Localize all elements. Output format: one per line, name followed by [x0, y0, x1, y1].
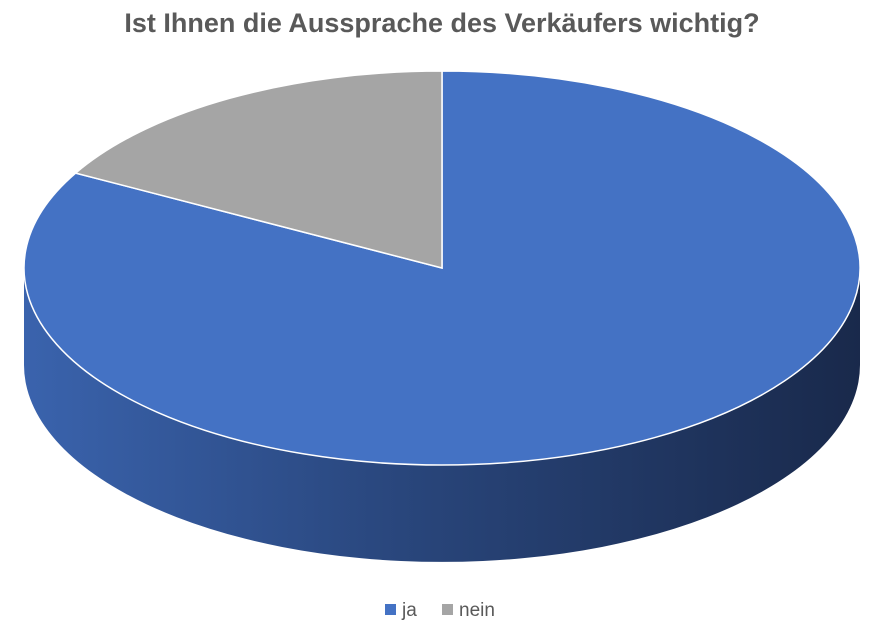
chart-title: Ist Ihnen die Aussprache des Verkäufers …	[124, 8, 759, 38]
slices	[23, 70, 861, 466]
legend-swatch	[385, 604, 396, 615]
legend: ja nein	[385, 600, 495, 621]
legend-swatch	[442, 604, 453, 615]
pie-slice	[74, 70, 443, 269]
legend-label: nein	[459, 600, 495, 621]
pie-side	[24, 268, 860, 562]
legend-label: ja	[401, 600, 417, 621]
